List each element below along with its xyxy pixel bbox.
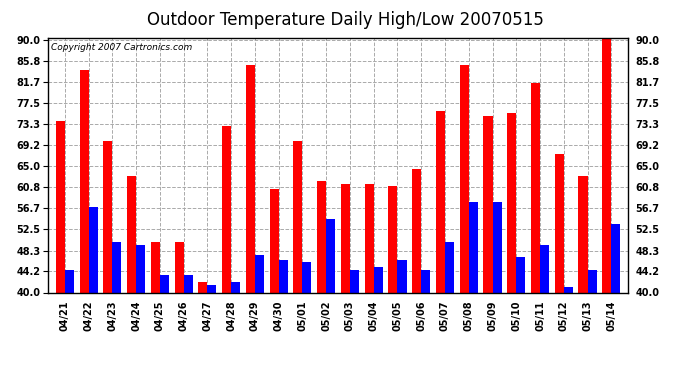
Bar xyxy=(564,288,573,292)
Bar xyxy=(602,38,611,292)
Text: Copyright 2007 Cartronics.com: Copyright 2007 Cartronics.com xyxy=(51,43,193,52)
Bar xyxy=(397,260,406,292)
Bar xyxy=(151,242,160,292)
Bar xyxy=(65,270,74,292)
Bar xyxy=(516,257,525,292)
Bar xyxy=(317,182,326,292)
Bar xyxy=(160,275,169,292)
Bar xyxy=(112,242,121,292)
Bar xyxy=(493,202,502,292)
Bar xyxy=(293,141,302,292)
Bar xyxy=(255,255,264,292)
Bar xyxy=(184,275,193,292)
Bar xyxy=(436,111,445,292)
Bar xyxy=(350,270,359,292)
Bar xyxy=(56,121,65,292)
Bar xyxy=(246,65,255,292)
Bar xyxy=(484,116,493,292)
Bar xyxy=(578,176,587,292)
Bar xyxy=(79,70,89,292)
Bar xyxy=(469,202,477,292)
Bar xyxy=(302,262,311,292)
Bar xyxy=(175,242,184,292)
Bar xyxy=(460,65,469,292)
Bar xyxy=(412,169,421,292)
Bar xyxy=(507,113,516,292)
Bar xyxy=(208,285,217,292)
Bar xyxy=(199,282,208,292)
Bar xyxy=(540,244,549,292)
Bar xyxy=(127,176,136,292)
Bar xyxy=(136,244,145,292)
Bar xyxy=(231,282,240,292)
Bar xyxy=(388,186,397,292)
Bar xyxy=(587,270,597,292)
Bar xyxy=(555,154,564,292)
Bar xyxy=(222,126,231,292)
Bar xyxy=(531,83,540,292)
Bar xyxy=(611,224,620,292)
Bar xyxy=(279,260,288,292)
Bar xyxy=(374,267,383,292)
Bar xyxy=(89,207,98,292)
Bar xyxy=(341,184,350,292)
Bar xyxy=(421,270,431,292)
Bar xyxy=(365,184,374,292)
Bar xyxy=(326,219,335,292)
Text: Outdoor Temperature Daily High/Low 20070515: Outdoor Temperature Daily High/Low 20070… xyxy=(146,11,544,29)
Bar xyxy=(270,189,279,292)
Bar xyxy=(445,242,454,292)
Bar xyxy=(104,141,112,292)
